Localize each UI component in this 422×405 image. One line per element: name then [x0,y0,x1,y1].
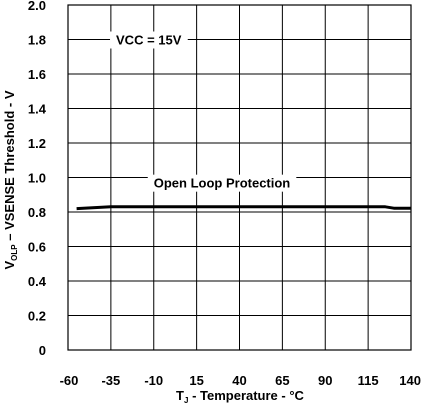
y-tick-label: 1.4 [28,102,47,117]
x-tick-label: 90 [318,373,332,388]
x-tick-label: 115 [358,373,379,388]
series-line [76,205,411,211]
x-tick-label: 65 [275,373,289,388]
annotation-background [110,31,188,49]
annotation-background [147,174,297,192]
y-tick-label: 0.8 [28,205,46,220]
annotation-text: VCC = 15V [116,33,182,48]
y-tick-label: 1.6 [28,67,46,82]
y-axis-label: VOLP – VSENSE Threshold - V [2,90,19,269]
y-tick-label: 0.6 [28,240,46,255]
x-tick-label: 140 [399,373,421,388]
y-tick-label: 0 [39,343,46,358]
annotation: VCC = 15V [110,31,188,49]
x-axis-label: TJ - Temperature - °C [176,388,304,405]
y-tick-label: 2.0 [28,0,46,13]
y-tick-label: 1.2 [28,136,46,151]
annotation: Open Loop Protection [147,174,297,192]
x-tick-label: 15 [189,373,203,388]
y-tick-label: 1.8 [28,33,46,48]
annotation-text: Open Loop Protection [154,176,291,191]
grid [67,4,412,351]
plot-area-frame [67,4,412,351]
x-tick-label: -35 [101,373,120,388]
y-axis-tick-labels: 0 0.2 0.4 0.6 0.8 1.0 1.2 1.4 1.6 1.8 2.0 [28,0,47,358]
x-tick-label: -60 [60,373,79,388]
y-tick-label: 0.2 [28,309,46,324]
series-group [76,205,411,211]
x-tick-label: -10 [144,373,163,388]
annotations: VCC = 15V Open Loop Protection [110,31,297,192]
y-tick-label: 1.0 [28,171,46,186]
y-tick-label: 0.4 [28,274,47,289]
x-axis-tick-labels: -60 -35 -10 15 40 65 90 115 140 [60,373,421,388]
x-tick-label: 40 [232,373,246,388]
